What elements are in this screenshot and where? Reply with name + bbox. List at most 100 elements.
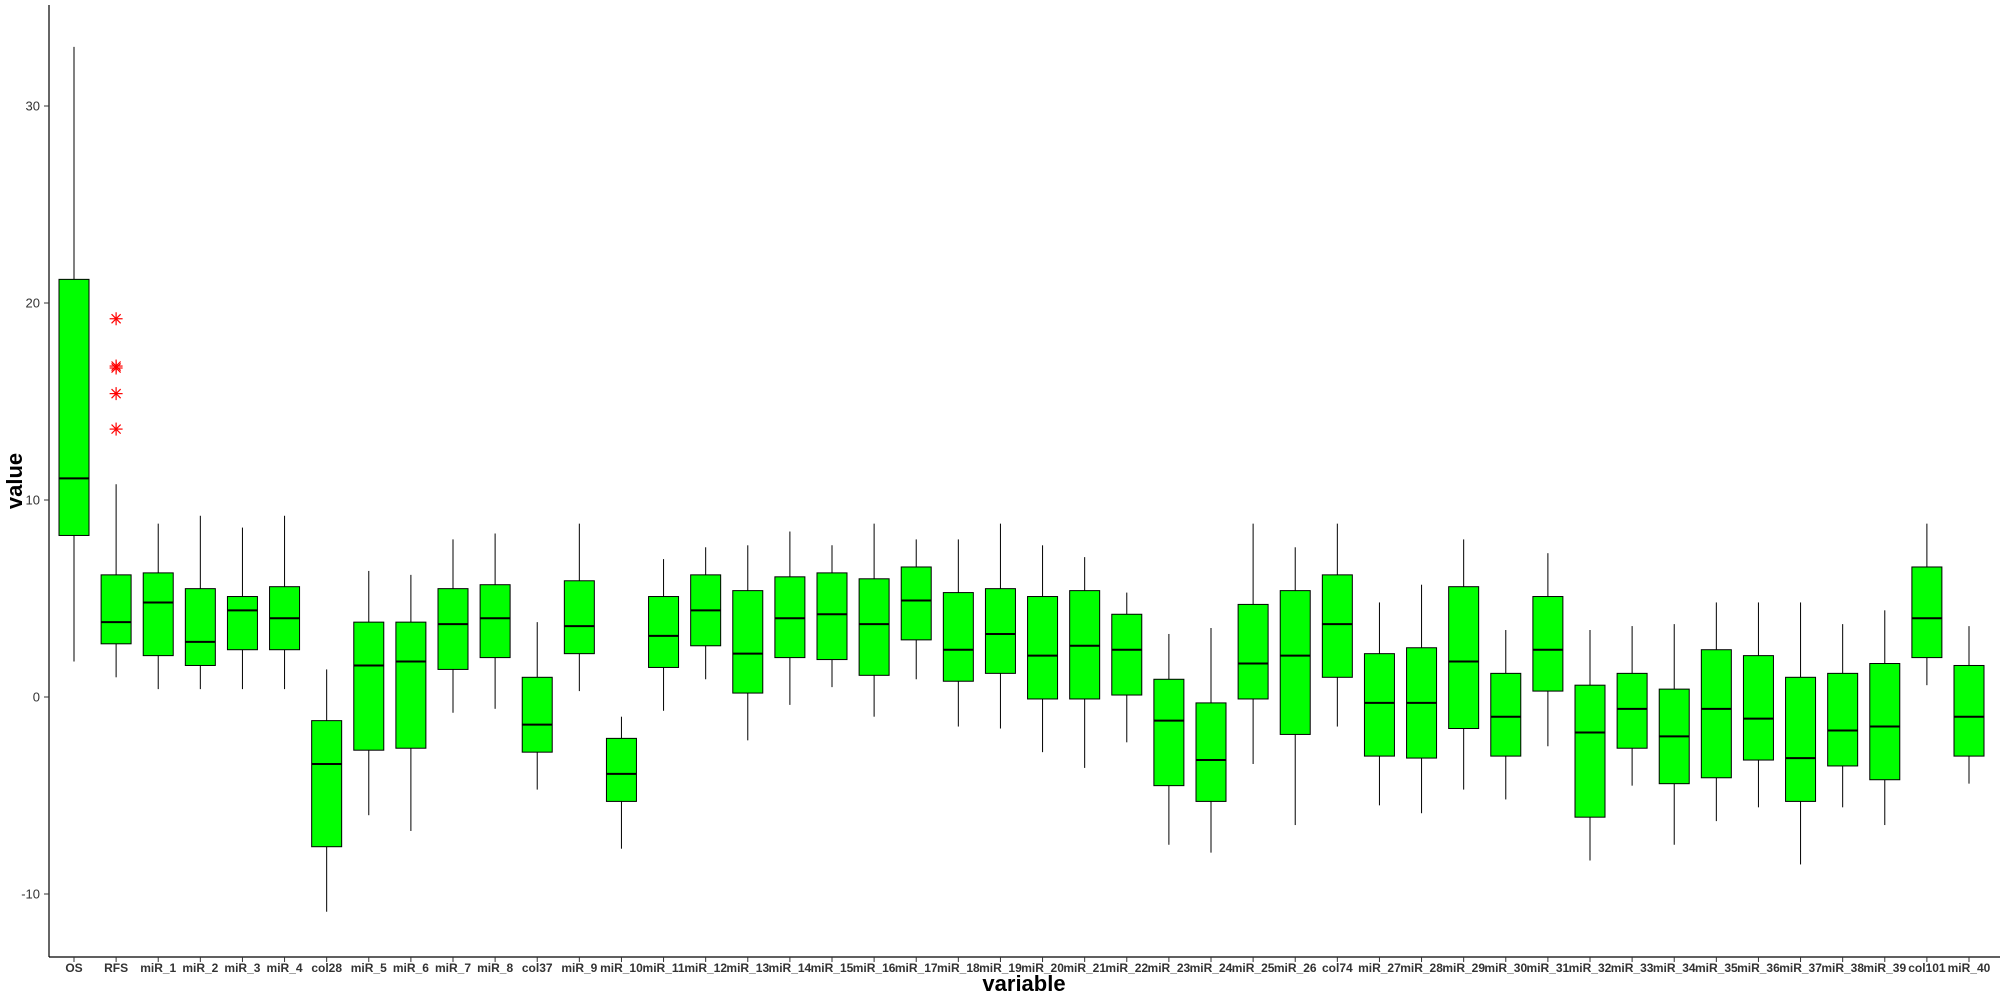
x-tick-label: miR_17 <box>895 961 938 975</box>
box-miR_1 <box>142 523 174 690</box>
x-tick-label: RFS <box>104 961 128 975</box>
box-rect <box>184 588 216 666</box>
x-tick-label: miR_1 <box>140 961 176 975</box>
outlier-point <box>109 312 123 326</box>
x-tick-label: col101 <box>1908 961 1946 975</box>
box-miR_34 <box>1658 624 1690 845</box>
x-tick-label: miR_25 <box>1232 961 1275 975</box>
box-miR_29 <box>1448 539 1480 790</box>
box-rect <box>1953 664 1985 757</box>
box-miR_37 <box>1785 602 1817 865</box>
y-tick-label: 0 <box>33 690 40 705</box>
y-tick-label: 20 <box>26 296 40 311</box>
x-tick-label: miR_3 <box>224 961 260 975</box>
box-miR_20 <box>1027 545 1059 753</box>
x-tick-label: miR_12 <box>684 961 727 975</box>
box-miR_16 <box>858 523 890 717</box>
box-rect <box>1490 672 1522 757</box>
x-tick-label: miR_4 <box>267 961 303 975</box>
box-rect <box>563 580 595 655</box>
box-rect <box>437 588 469 670</box>
box-rect <box>1532 596 1564 692</box>
box-miR_17 <box>900 539 932 680</box>
box-rect <box>1616 672 1648 749</box>
box-miR_4 <box>269 515 301 690</box>
x-tick-label: miR_26 <box>1274 961 1317 975</box>
box-rect <box>1027 596 1059 700</box>
x-tick-label: miR_8 <box>477 961 513 975</box>
x-tick-label: miR_32 <box>1569 961 1612 975</box>
box-miR_12 <box>690 547 722 680</box>
y-axis-title: value <box>2 453 27 509</box>
box-rect <box>1363 653 1395 757</box>
x-tick-label: miR_28 <box>1400 961 1443 975</box>
box-miR_23 <box>1153 633 1185 845</box>
box-miR_5 <box>353 570 385 816</box>
x-tick-label: miR_7 <box>435 961 471 975</box>
x-tick-label: miR_15 <box>811 961 854 975</box>
x-tick-label: miR_27 <box>1358 961 1401 975</box>
box-miR_9 <box>563 523 595 692</box>
x-tick-label: miR_30 <box>1484 961 1527 975</box>
box-col37 <box>521 622 553 790</box>
x-tick-label: miR_35 <box>1695 961 1738 975</box>
box-rect <box>100 574 132 645</box>
x-tick-label: miR_5 <box>351 961 387 975</box>
box-miR_19 <box>984 523 1016 729</box>
box-rect <box>1195 702 1227 802</box>
y-tick-label: 30 <box>26 99 40 114</box>
box-miR_26 <box>1279 547 1311 826</box>
box-rect <box>1574 684 1606 818</box>
x-tick-label: miR_38 <box>1821 961 1864 975</box>
box-col28 <box>311 669 343 912</box>
box-rect <box>521 676 553 753</box>
y-tick-label: 10 <box>26 493 40 508</box>
box-miR_38 <box>1827 624 1859 808</box>
box-rect <box>1911 566 1943 659</box>
box-miR_36 <box>1742 602 1774 808</box>
box-miR_28 <box>1406 584 1438 814</box>
box-rect <box>311 720 343 848</box>
box-miR_27 <box>1363 602 1395 806</box>
box-miR_13 <box>732 545 764 741</box>
box-rect <box>605 737 637 802</box>
x-tick-label: miR_37 <box>1779 961 1822 975</box>
y-tick-label: -10 <box>21 887 40 902</box>
x-tick-label: miR_34 <box>1653 961 1696 975</box>
box-miR_11 <box>648 559 680 711</box>
outlier-stroke <box>111 424 122 435</box>
x-tick-label: miR_13 <box>726 961 769 975</box>
x-tick-label: miR_21 <box>1063 961 1106 975</box>
box-rect <box>353 621 385 751</box>
box-rect <box>942 592 974 682</box>
plot-area <box>58 46 1985 912</box>
x-tick-label: miR_10 <box>600 961 643 975</box>
x-axis-ticks: OS RFS miR_1 miR_2 miR_3 miR_4 col28 miR_5 miR_6… <box>65 957 1991 975</box>
box-miR_40 <box>1953 626 1985 784</box>
box-miR_25 <box>1237 523 1269 764</box>
outlier-stroke <box>111 313 122 324</box>
box-rect <box>1279 590 1311 735</box>
box-miR_30 <box>1490 630 1522 800</box>
box-rect <box>58 278 90 536</box>
box-RFS <box>100 312 132 678</box>
box-rect <box>816 572 848 661</box>
box-rect <box>1111 613 1143 696</box>
box-rect <box>984 588 1016 674</box>
y-axis-ticks: -10 0 10 20 30 <box>21 99 49 902</box>
x-tick-label: miR_2 <box>182 961 218 975</box>
box-col74 <box>1321 523 1353 727</box>
box-rect <box>1869 663 1901 781</box>
box-rect <box>1742 655 1774 761</box>
outlier-stroke <box>111 363 122 373</box>
box-miR_15 <box>816 545 848 688</box>
x-tick-label: miR_9 <box>561 961 597 975</box>
x-tick-label: miR_29 <box>1442 961 1485 975</box>
box-rect <box>395 621 427 749</box>
box-miR_31 <box>1532 553 1564 747</box>
box-rect <box>1785 676 1817 802</box>
box-miR_14 <box>774 531 806 705</box>
x-tick-label: miR_39 <box>1863 961 1906 975</box>
x-tick-label: miR_23 <box>1148 961 1191 975</box>
